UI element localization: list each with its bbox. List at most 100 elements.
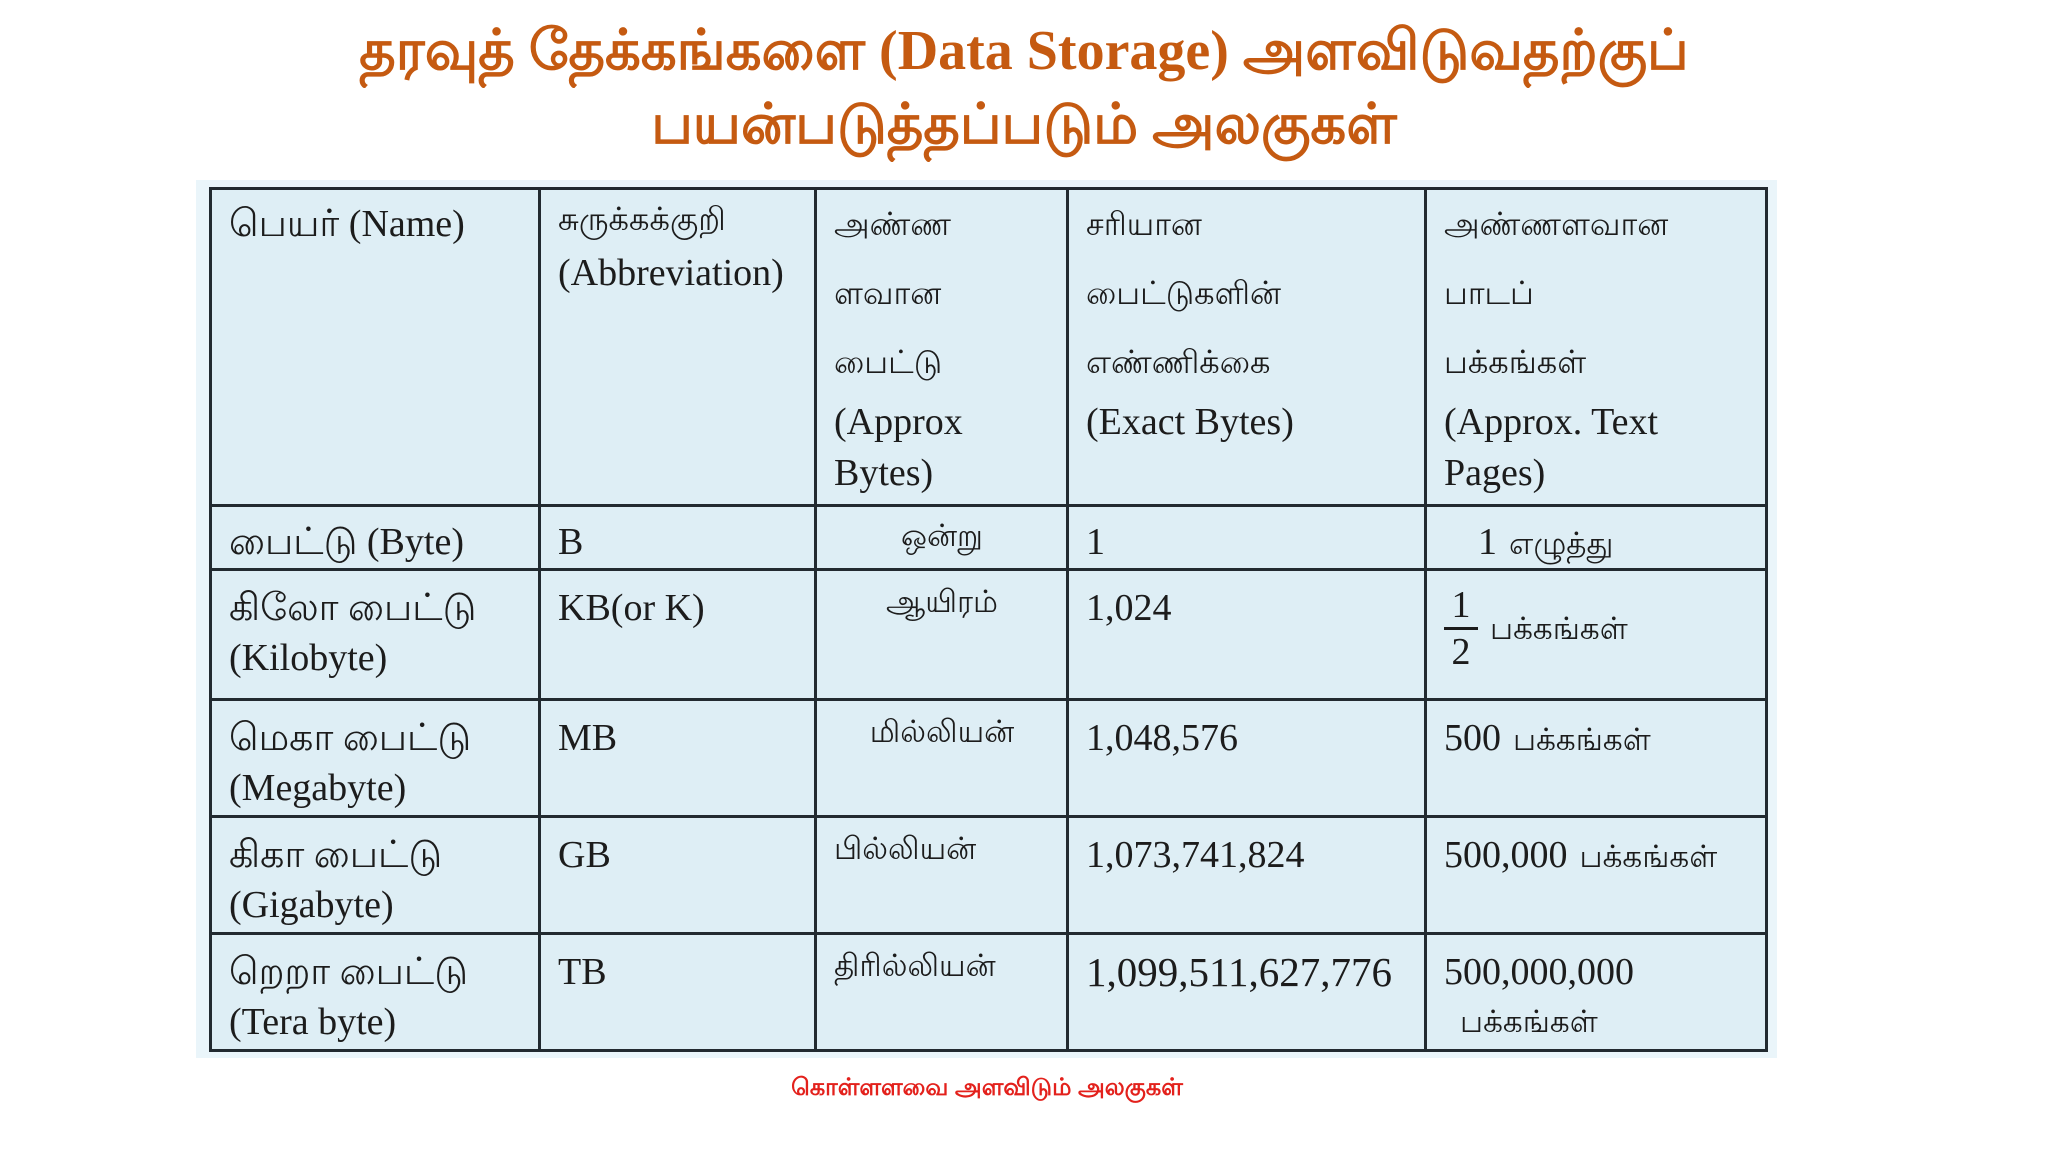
unit-name-ta: கிலோ பைட்டு [229,587,477,629]
header-cell-abbreviation: சுருக்கக்குறி (Abbreviation) [538,187,817,507]
header-cell-name: பெயர் (Name) [209,187,541,507]
header-exact-bytes-ta-line: பைட்டுகளின் [1086,275,1281,311]
cell-content: GB [541,818,814,932]
unit-name-ta: றெறா பைட்டு [229,951,469,993]
cell-approx-bytes: ஆயிரம் [814,568,1069,701]
cell-exact-bytes: 1,099,511,627,776 [1066,932,1427,1052]
header-approx-bytes-ta-line: ளவான [834,275,942,311]
approx-bytes-value: திரில்லியன் [834,948,996,983]
unit-abbreviation: TB [558,951,607,993]
title-line-1: தரவுத் தேக்கங்களை (Data Storage) அளவிடுவ… [359,20,1689,82]
figure-caption: கொள்ளளவை அளவிடும் அலகுகள் [791,1074,1183,1101]
cell-approx-pages: 1 எழுத்து [1424,504,1768,571]
pages-unit: பக்கங்கள் [1460,1004,1598,1039]
cell-name: கிகா பைட்டு (Gigabyte) [209,815,541,935]
unit-name-ta: மெகா பைட்டு [229,717,472,759]
cell-approx-pages: 1 2 பக்கங்கள் [1424,568,1768,701]
pages-unit: பக்கங்கள் [1490,610,1628,646]
approx-bytes-value: ஒன்று [901,518,983,553]
unit-abbreviation: KB(or K) [558,587,705,629]
cell-name: கிலோ பைட்டு (Kilobyte) [209,568,541,701]
table-row: மெகா பைட்டு (Megabyte) MB மில்லியன் 1,04… [209,698,1768,818]
cell-content: மெகா பைட்டு (Megabyte) [212,701,538,815]
cell-abbreviation: TB [538,932,817,1052]
header-name-label: பெயர் (Name) [229,203,465,245]
cell-content: KB(or K) [541,571,814,698]
header-approx-bytes-ta-line: அண்ண [834,206,951,242]
cell-approx-bytes: திரில்லியன் [814,932,1069,1052]
unit-abbreviation: MB [558,717,618,759]
header-cell-approx-bytes: அண்ண ளவான பைட்டு (Approx Bytes) [814,187,1069,507]
table-row: கிலோ பைட்டு (Kilobyte) KB(or K) ஆயிரம் 1… [209,568,1768,701]
cell-content: 1,024 [1069,571,1424,698]
exact-bytes-value: 1 [1086,521,1105,563]
cell-content: B [541,507,814,568]
cell-content: சரியான பைட்டுகளின் எண்ணிக்கை (Exact Byte… [1069,190,1424,504]
unit-abbreviation: GB [558,834,611,876]
header-approx-pages-ta-line: பாடப் [1444,275,1534,311]
unit-name-en: (Kilobyte) [229,637,388,679]
cell-content: 1,099,511,627,776 [1069,935,1424,1049]
cell-abbreviation: B [538,504,817,571]
cell-content: 500,000 பக்கங்கள் [1427,818,1765,932]
cell-name: பைட்டு (Byte) [209,504,541,571]
header-approx-pages-ta-line: பக்கங்கள் [1444,344,1587,380]
cell-content: 500,000,000 பக்கங்கள் [1427,935,1765,1049]
cell-content: ஆயிரம் [817,571,1066,698]
header-approx-bytes-ta-line: பைட்டு [834,344,943,380]
cell-name: றெறா பைட்டு (Tera byte) [209,932,541,1052]
fraction-numerator: 1 [1451,584,1471,626]
unit-name-ta: கிகா பைட்டு [229,834,443,876]
approx-bytes-value: மில்லியன் [869,714,1015,749]
header-abbreviation-en: (Abbreviation) [558,252,784,294]
cell-exact-bytes: 1,048,576 [1066,698,1427,818]
cell-content: MB [541,701,814,815]
unit-name-en: (Tera byte) [229,1001,397,1043]
cell-content: 500 பக்கங்கள் [1427,701,1765,815]
storage-units-table: பெயர் (Name) சுருக்கக்குறி (Abbreviation… [209,187,1768,1052]
approx-bytes-value: பில்லியன் [834,831,977,866]
cell-content: திரில்லியன் [817,935,1066,1049]
cell-content: பில்லியன் [817,818,1066,932]
cell-abbreviation: MB [538,698,817,818]
cell-content: கிலோ பைட்டு (Kilobyte) [212,571,538,698]
cell-content: அண்ணளவான பாடப் பக்கங்கள் (Approx. Text P… [1427,190,1765,504]
cell-approx-pages: 500,000,000 பக்கங்கள் [1424,932,1768,1052]
pages-unit: பக்கங்கள் [1513,722,1651,757]
cell-content: பெயர் (Name) [212,190,538,504]
pages-unit: பக்கங்கள் [1579,839,1718,874]
cell-content: ஒன்று [817,507,1066,568]
header-exact-bytes-ta-line: எண்ணிக்கை [1086,344,1271,380]
unit-name: பைட்டு (Byte) [229,521,464,563]
cell-content: கிகா பைட்டு (Gigabyte) [212,818,538,932]
title-line-2: பயன்படுத்தப்படும் அலகுகள் [651,94,1397,156]
approx-bytes-value: ஆயிரம் [886,584,998,619]
header-exact-bytes-ta-line: சரியான [1086,206,1202,242]
cell-content: 1,048,576 [1069,701,1424,815]
cell-content: 1 [1069,507,1424,568]
exact-bytes-value: 1,024 [1086,587,1172,629]
slide-title: தரவுத் தேக்கங்களை (Data Storage) அளவிடுவ… [24,14,2024,162]
header-approx-pages-ta-line: அண்ணளவான [1444,206,1669,242]
header-exact-bytes-en: (Exact Bytes) [1086,401,1294,443]
table-row: றெறா பைட்டு (Tera byte) TB திரில்லியன் 1… [209,932,1768,1052]
pages-unit: எழுத்து [1509,526,1614,561]
header-abbreviation-ta: சுருக்கக்குறி [558,201,726,237]
pages-number: 1 [1478,521,1497,563]
pages-fraction-group: 1 2 பக்கங்கள் [1444,583,1749,674]
fraction-denominator: 2 [1451,631,1471,673]
header-approx-bytes-en: (Approx Bytes) [834,401,963,494]
cell-content: மில்லியன் [817,701,1066,815]
unit-abbreviation: B [558,521,584,563]
header-cell-approx-pages: அண்ணளவான பாடப் பக்கங்கள் (Approx. Text P… [1424,187,1768,507]
exact-bytes-value: 1,099,511,627,776 [1086,949,1392,995]
table-header-row: பெயர் (Name) சுருக்கக்குறி (Abbreviation… [209,187,1768,507]
header-cell-exact-bytes: சரியான பைட்டுகளின் எண்ணிக்கை (Exact Byte… [1066,187,1427,507]
cell-exact-bytes: 1,024 [1066,568,1427,701]
cell-approx-bytes: பில்லியன் [814,815,1069,935]
unit-name-en: (Megabyte) [229,767,407,809]
header-approx-pages-en: (Approx. Text Pages) [1444,401,1659,494]
unit-name-en: (Gigabyte) [229,884,394,926]
cell-exact-bytes: 1,073,741,824 [1066,815,1427,935]
cell-exact-bytes: 1 [1066,504,1427,571]
